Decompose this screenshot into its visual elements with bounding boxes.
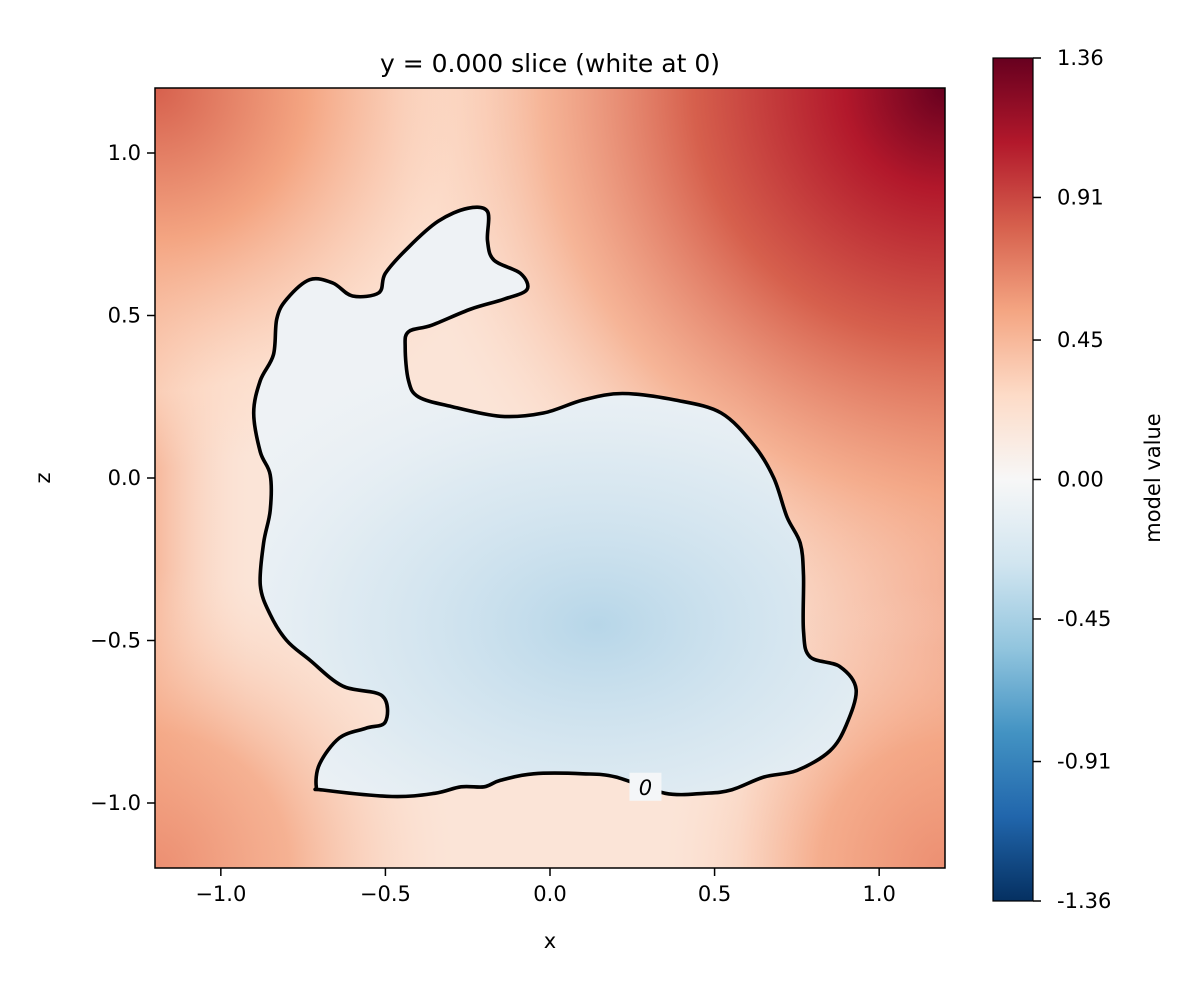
y-tick-label: −0.5 (90, 629, 141, 653)
y-tick-label: 0.5 (108, 304, 141, 328)
x-axis: −1.0 −0.5 0.0 0.5 1.0 (195, 868, 896, 906)
heatmap-field (155, 88, 945, 868)
chart-title: y = 0.000 slice (white at 0) (380, 49, 720, 78)
x-tick-label: −0.5 (360, 882, 411, 906)
colorbar-tick-label: -0.45 (1057, 607, 1111, 631)
contour-label: 0 (639, 776, 652, 800)
colorbar-tick-label: -1.36 (1057, 889, 1111, 913)
colorbar-label: model value (1141, 413, 1165, 542)
colorbar-tick-label: 0.91 (1057, 185, 1104, 209)
colorbar-tick-label: 0.00 (1057, 468, 1104, 492)
y-tick-label: 1.0 (108, 141, 141, 165)
y-tick-label: 0.0 (108, 466, 141, 490)
y-axis: 1.0 0.5 0.0 −0.5 −1.0 (90, 141, 155, 815)
colorbar-tick-label: 0.45 (1057, 328, 1104, 352)
contour-label-gap (629, 772, 662, 801)
x-tick-label: −1.0 (195, 882, 246, 906)
colorbar-ticks: 1.36 0.91 0.45 0.00 -0.45 -0.91 -1.36 (1033, 46, 1111, 913)
colorbar-tick-label: -0.91 (1057, 750, 1111, 774)
x-tick-label: 0.5 (698, 882, 731, 906)
colorbar (992, 57, 1034, 902)
x-tick-label: 0.0 (533, 882, 566, 906)
zero-contour-line (251, 205, 858, 799)
x-axis-label: x (544, 929, 556, 953)
colorbar-tick-label: 1.36 (1057, 46, 1104, 70)
x-tick-label: 1.0 (862, 882, 895, 906)
y-tick-label: −1.0 (90, 791, 141, 815)
y-axis-label: z (31, 472, 55, 483)
